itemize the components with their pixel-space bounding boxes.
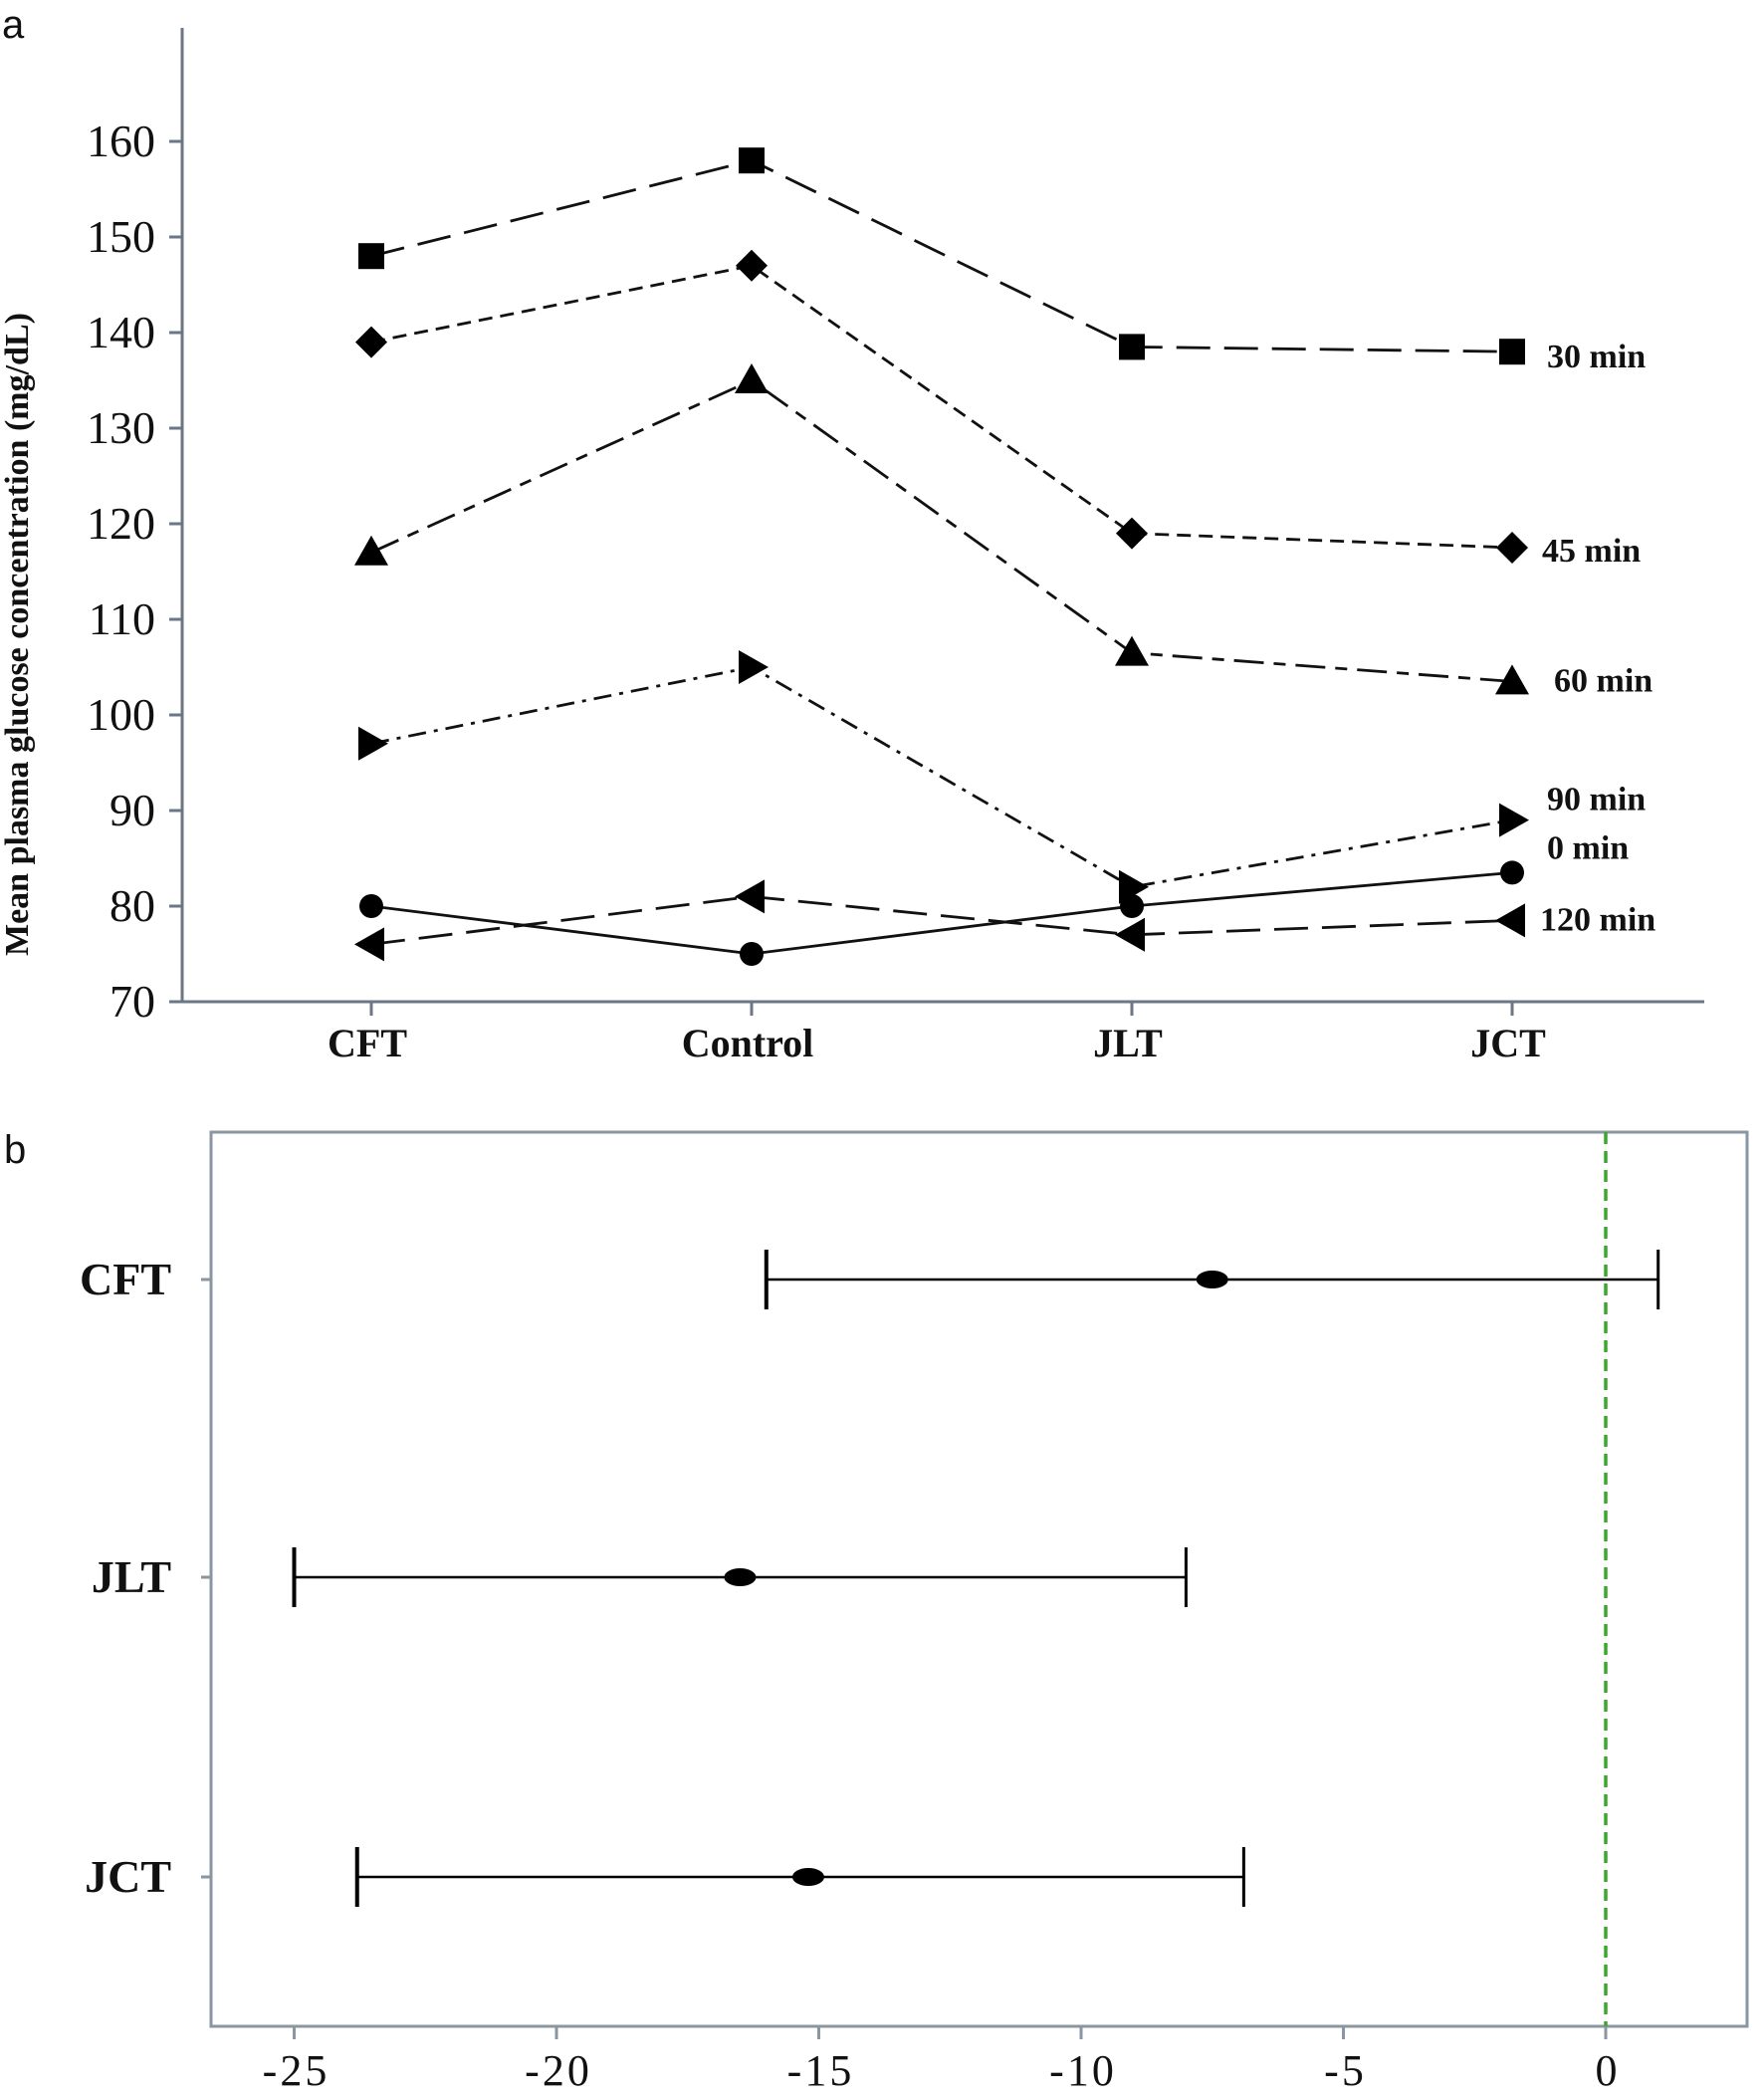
x-tick-label: Control [682,1021,814,1065]
series-line-90-min [370,665,1513,889]
series-line-120-min [370,894,1513,946]
series-line-0-min [370,871,1513,956]
x-tick-label: -25 [263,2046,331,2095]
x-tick-label: JLT [1093,1021,1163,1065]
y-axis-label: Mean plasma glucose concentration (mg/dL… [0,313,36,956]
series-lines [370,158,1513,956]
estimate-point-cft [1196,1271,1228,1288]
y-tick-label: 80 [110,880,155,931]
x-tick-label: CFT [328,1021,407,1065]
series-label-45-min: 45 min [1542,533,1641,570]
x-tick-label: -15 [787,2046,855,2095]
marker-30-min-jlt [1119,334,1145,360]
marker-60-min-cft [354,535,388,566]
x-axis-ticks: CFT Control JLT JCT [328,1002,1546,1065]
marker-90-min-control [739,650,769,684]
y-tick-label: CFT [80,1254,171,1304]
marker-120-min-jct [1495,903,1525,938]
x-tick-label: 0 [1596,2046,1621,2095]
marker-90-min-jct [1499,803,1529,837]
y-tick-label: 160 [87,116,155,166]
y-tick-label: JLT [92,1551,171,1602]
marker-90-min-jlt [1119,869,1149,904]
y-axis-ticks: 70 80 90 100 110 120 130 140 150 160 [87,116,182,1027]
estimate-point-jlt [724,1568,757,1586]
marker-45-min-cft [355,326,387,358]
series-markers [354,147,1529,966]
x-tick-label: -10 [1049,2046,1117,2095]
y-tick-label: 110 [89,593,155,644]
line-chart-panel-a: Mean plasma glucose concentration (mg/dL… [0,28,1704,1065]
marker-45-min-control [736,249,768,282]
marker-0-min-jct [1500,860,1524,885]
panel-letter-a: a [2,3,25,47]
x-axis-ticks: -25 -20 -15 -10 -5 0 [263,2026,1621,2095]
marker-0-min-control [740,942,764,966]
marker-60-min-control [735,363,769,393]
marker-30-min-control [739,147,765,174]
marker-45-min-jct [1496,532,1528,564]
x-tick-label: -20 [525,2046,592,2095]
y-tick-label: 70 [110,976,155,1027]
x-tick-label: JCT [1470,1021,1546,1065]
y-tick-label: 120 [87,498,155,549]
y-tick-label: 100 [87,689,155,740]
marker-45-min-jlt [1116,517,1148,550]
estimate-point-jct [791,1868,824,1886]
marker-0-min-cft [359,894,383,918]
series-label-30-min: 30 min [1547,339,1646,375]
marker-30-min-cft [358,243,384,270]
marker-60-min-jct [1495,664,1529,695]
plot-frame [209,1130,1749,2028]
confidence-intervals [292,1250,1660,1907]
forest-plot-panel-b: CFT JLT JCT -25 -20 -15 -10 -5 0 [80,1130,1749,2095]
series-line-45-min [370,264,1513,550]
series-line-60-min [370,378,1513,683]
y-axis-ticks: CFT JLT JCT [80,1254,211,1902]
series-labels: 30 min 45 min 60 min 90 min 0 min 120 min [1540,339,1655,938]
marker-120-min-jlt [1115,917,1145,952]
panel-letter-b: b [4,1128,26,1172]
y-tick-label: 90 [110,785,155,835]
marker-60-min-jlt [1115,635,1149,666]
marker-0-min-jlt [1120,894,1144,918]
series-label-90-min: 90 min [1547,782,1646,818]
marker-120-min-cft [354,927,384,962]
series-label-0-min: 0 min [1547,829,1629,866]
x-tick-label: -5 [1324,2046,1367,2095]
y-tick-label: 150 [87,211,155,262]
y-tick-label: JCT [85,1851,171,1902]
series-label-120-min: 120 min [1540,901,1655,938]
series-label-60-min: 60 min [1554,662,1653,699]
marker-90-min-cft [358,726,388,761]
marker-30-min-jct [1499,339,1525,365]
series-line-30-min [370,158,1513,353]
y-tick-label: 140 [87,307,155,357]
marker-120-min-control [735,879,765,914]
y-tick-label: 130 [87,402,155,453]
